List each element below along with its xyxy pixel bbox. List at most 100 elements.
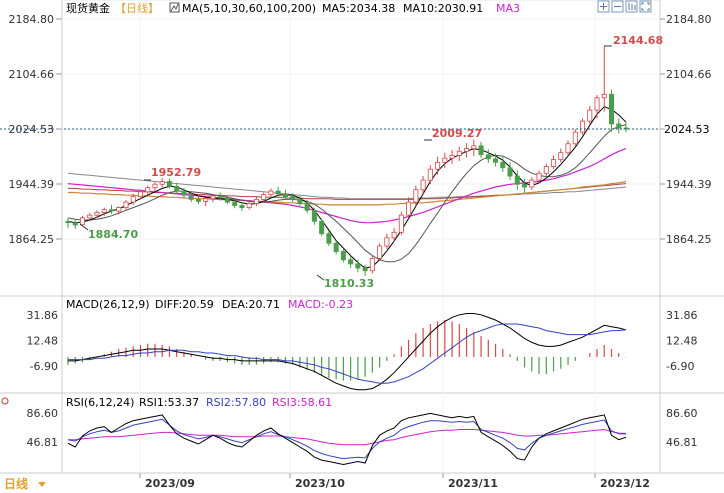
candle (406, 201, 412, 216)
rsi-settings-icon[interactable] (1, 397, 9, 405)
rsi2-value: RSI2:57.80 (206, 396, 266, 409)
annotation-local-low: 1884.70 (88, 228, 138, 241)
ma-toggle-icon[interactable] (169, 2, 180, 13)
rsi-header: RSI(6,12,24) RSI1:53.37 RSI2:57.80 RSI3:… (66, 396, 332, 409)
period-tag[interactable]: 【日线】 (115, 1, 159, 15)
candle (594, 97, 600, 111)
annotation-high: 2144.68 (613, 34, 663, 47)
price-tick-label-right: 1864.25 (666, 233, 712, 246)
macd-tick-right: 12.48 (666, 335, 698, 348)
chart-mode-icon[interactable] (625, 0, 638, 13)
ma3-line (67, 148, 627, 224)
x-label-sep: 2023/09 (145, 477, 195, 490)
candle (268, 190, 274, 195)
candle (94, 212, 100, 216)
candle (514, 175, 520, 185)
macd-diff-value: DIFF:20.59 (155, 298, 214, 311)
candlesticks (65, 46, 629, 277)
candle (580, 120, 586, 133)
candle (203, 198, 209, 202)
annotation-local-high-nov: 2009.27 (432, 127, 482, 140)
candle (391, 231, 397, 239)
candle (130, 196, 136, 203)
candle (435, 161, 441, 170)
candle (101, 209, 107, 213)
x-label-oct: 2023/10 (295, 477, 345, 490)
candle (616, 123, 622, 129)
candle (319, 220, 325, 235)
candle (478, 145, 484, 156)
candle (290, 196, 296, 200)
candle (420, 179, 426, 191)
rsi-params: RSI(6,12,24) (66, 396, 134, 409)
candle (166, 181, 172, 187)
candle (529, 179, 535, 188)
x-label-nov: 2023/11 (448, 477, 498, 490)
candle (485, 154, 491, 160)
rsi-axis-ticks: 86.60 86.60 46.81 46.81 (27, 407, 698, 449)
price-annotations: 2144.68 2009.27 1952.79 1884.70 1810.33 (79, 34, 663, 290)
candle (311, 209, 317, 222)
candle (253, 198, 259, 204)
macd-tick-right: 31.86 (666, 309, 698, 322)
price-tick-label-left: 1944.39 (9, 178, 55, 191)
candle (384, 237, 390, 247)
candle (210, 195, 216, 200)
macd-axis-ticks: 31.86 31.86 12.48 12.48 -6.90 -6.90 (27, 309, 698, 373)
candle (123, 201, 129, 209)
rsi-tick-right: 46.81 (666, 436, 698, 449)
rsi2-line (67, 418, 627, 460)
candle (413, 189, 419, 203)
x-label-dec: 2023/12 (600, 477, 650, 490)
candle (572, 131, 578, 145)
candle (72, 222, 78, 226)
candle (442, 157, 448, 163)
candle (195, 198, 201, 202)
macd-hist-value: MACD:-0.23 (288, 298, 353, 311)
macd-tick-left: 31.86 (27, 309, 59, 322)
candle (348, 259, 354, 265)
candle (246, 203, 252, 209)
fullscreen-icon[interactable] (639, 0, 652, 13)
candle (326, 233, 332, 244)
macd-lines (68, 313, 627, 391)
macd-tick-left: 12.48 (27, 335, 59, 348)
candle (558, 152, 564, 160)
candle (159, 181, 165, 185)
candle (304, 203, 310, 211)
candle (188, 194, 194, 200)
period-button[interactable]: 日线 (4, 476, 28, 491)
candle (340, 251, 346, 261)
period-dropdown-icon[interactable] (38, 482, 46, 487)
candle (500, 161, 506, 169)
ma10-value: MA10:2030.91 (403, 2, 483, 15)
ma10-line (67, 124, 627, 263)
annotation-pointer (316, 274, 325, 281)
candle (174, 185, 180, 192)
candle (355, 263, 361, 269)
annotation-local-high-aug: 1952.79 (151, 166, 201, 179)
candle (297, 198, 303, 204)
candle (369, 257, 375, 272)
ma5-value: MA5:2034.38 (322, 2, 395, 15)
candle (609, 93, 615, 125)
candle (79, 217, 85, 226)
ma60-line (68, 180, 627, 206)
rsi-tick-left: 86.60 (27, 407, 59, 420)
candle (522, 183, 528, 188)
price-header: 现货黄金 【日线】 MA(5,10,30,60,100,200) MA5:203… (66, 1, 520, 15)
candle (145, 187, 151, 193)
zoom-in-icon[interactable] (597, 0, 610, 13)
price-tick-label-right: 1944.39 (666, 178, 712, 191)
candle (493, 158, 499, 163)
candle (181, 190, 187, 196)
candle (427, 168, 433, 181)
candle (464, 148, 470, 152)
candle (362, 267, 368, 272)
candle (623, 127, 629, 130)
candle (536, 172, 542, 181)
macd-dea-value: DEA:20.71 (222, 298, 280, 311)
toolbar (597, 0, 652, 13)
zoom-out-icon[interactable] (611, 0, 624, 13)
